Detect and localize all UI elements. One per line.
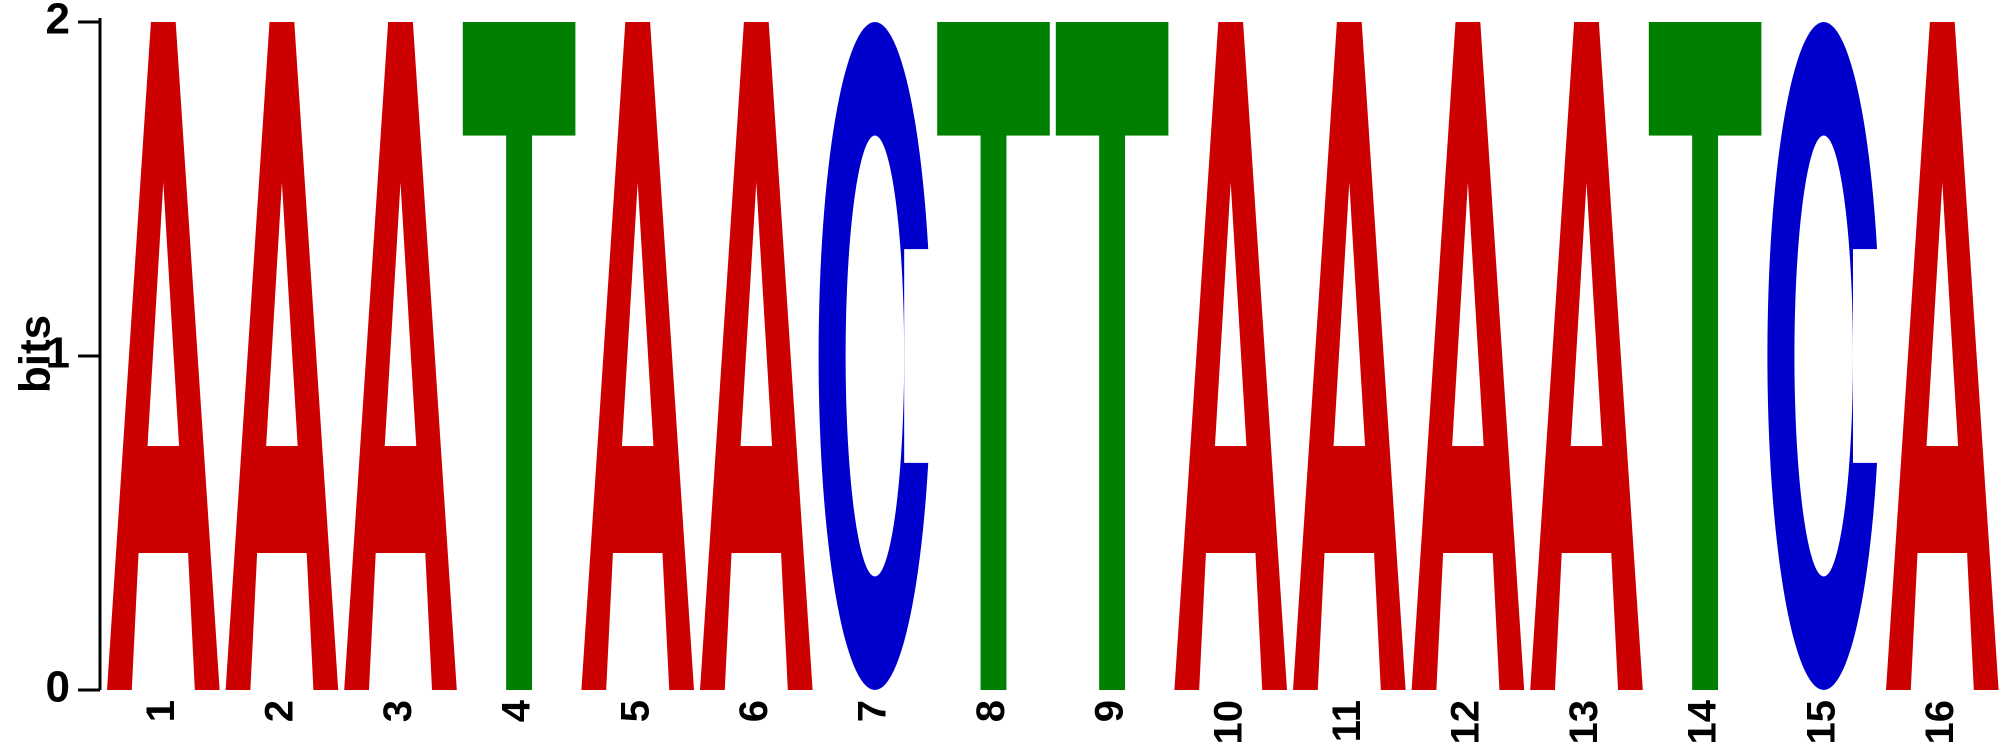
logo-letter-pos3-A: [344, 22, 457, 690]
logo-letter-pos12-A: [1411, 22, 1525, 690]
logo-letter-pos16-A: [1886, 22, 1999, 690]
letter-stacks: [107, 22, 1999, 690]
x-ticks: 1 2 3 4 5 6 7 8 9 10 11 12 13 14 15 16: [139, 699, 1962, 744]
x-tick-label-2: 2: [257, 700, 301, 722]
logo-letter-pos15-C: [1767, 22, 1887, 690]
x-tick-label-15: 15: [1799, 700, 1843, 745]
x-tick-label-9: 9: [1088, 700, 1132, 722]
logo-letter-pos1-A: [107, 22, 220, 690]
x-tick-label-8: 8: [969, 700, 1013, 722]
x-tick-label-1: 1: [139, 700, 183, 722]
logo-letter-pos9-T: [1055, 22, 1169, 690]
y-axis-title: bits: [11, 315, 60, 393]
logo-letter-pos6-A: [700, 22, 813, 690]
x-tick-label-13: 13: [1562, 700, 1606, 745]
y-tick-label-1: 1: [46, 329, 70, 378]
logo-letter-pos10-A: [1174, 22, 1287, 690]
y-tick-label-2: 2: [46, 0, 70, 44]
x-tick-label-7: 7: [850, 700, 894, 722]
x-tick-label-12: 12: [1443, 700, 1487, 745]
x-tick-label-14: 14: [1681, 699, 1725, 744]
x-tick-label-6: 6: [732, 700, 776, 722]
logo-letter-pos11-A: [1293, 22, 1406, 690]
x-tick-label-10: 10: [1206, 700, 1250, 745]
logo-letter-pos4-T: [462, 22, 576, 690]
logo-letter-pos7-C: [818, 22, 938, 690]
logo-letter-pos14-T: [1648, 22, 1762, 690]
x-tick-label-11: 11: [1325, 700, 1369, 742]
x-tick-label-3: 3: [376, 700, 420, 722]
y-tick-label-0: 0: [46, 663, 70, 712]
x-tick-label-4: 4: [495, 699, 539, 722]
x-tick-label-16: 16: [1918, 700, 1962, 745]
logo-letter-pos2-A: [225, 22, 339, 690]
y-ticks: 0 1 2: [46, 0, 100, 712]
logo-letter-pos8-T: [937, 22, 1050, 690]
x-tick-label-5: 5: [613, 700, 657, 722]
logo-letter-pos13-A: [1530, 22, 1643, 690]
logo-letter-pos5-A: [581, 22, 694, 690]
